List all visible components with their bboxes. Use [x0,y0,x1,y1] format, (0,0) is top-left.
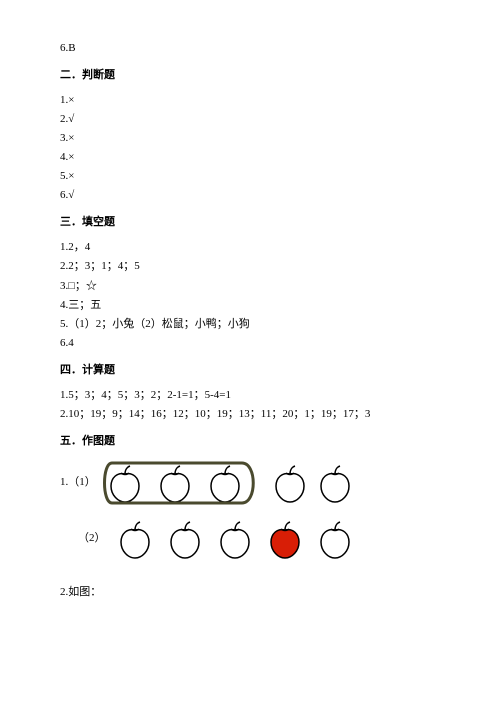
drawing-row-2: （2） [60,514,440,564]
figure-footer: 2.如图： [60,584,440,601]
s2-line: 1.× [60,92,440,109]
section-4-title: 四．计算题 [60,362,440,379]
s3-line: 5.（1）2；小兔（2）松鼠；小鸭；小狗 [60,316,440,333]
s2-line: 2.√ [60,111,440,128]
page: 6.B 二．判断题 1.× 2.√ 3.× 4.× 5.× 6.√ 三．填空题 … [0,0,500,633]
section-2-title: 二．判断题 [60,67,440,84]
s2-line: 4.× [60,149,440,166]
section-2-body: 1.× 2.√ 3.× 4.× 5.× 6.√ [60,92,440,204]
drawing-row-1: 1.（1） [60,458,440,508]
s3-line: 4.三；五 [60,297,440,314]
section-3-title: 三．填空题 [60,214,440,231]
apple-group-circled [102,458,362,508]
s3-line: 3.□；☆ [60,278,440,295]
s2-line: 3.× [60,130,440,147]
section-5-title: 五．作图题 [60,433,440,450]
s2-line: 6.√ [60,187,440,204]
s4-line: 2.10；19；9；14；16；12；10；19；13；11；20；1；19；1… [60,406,440,423]
section-4-body: 1.5；3；4；5；3；2；2-1=1；5-4=1 2.10；19；9；14；1… [60,387,440,423]
apple-group-colored [112,514,372,564]
s2-line: 5.× [60,168,440,185]
row1-label: 1.（1） [60,474,96,491]
section-3-body: 1.2，4 2.2；3；1；4；5 3.□；☆ 4.三；五 5.（1）2；小兔（… [60,239,440,351]
s4-line: 1.5；3；4；5；3；2；2-1=1；5-4=1 [60,387,440,404]
row2-label: （2） [78,530,106,547]
s3-line: 6.4 [60,335,440,352]
s3-line: 2.2；3；1；4；5 [60,258,440,275]
s3-line: 1.2，4 [60,239,440,256]
prev-answer: 6.B [60,40,440,57]
